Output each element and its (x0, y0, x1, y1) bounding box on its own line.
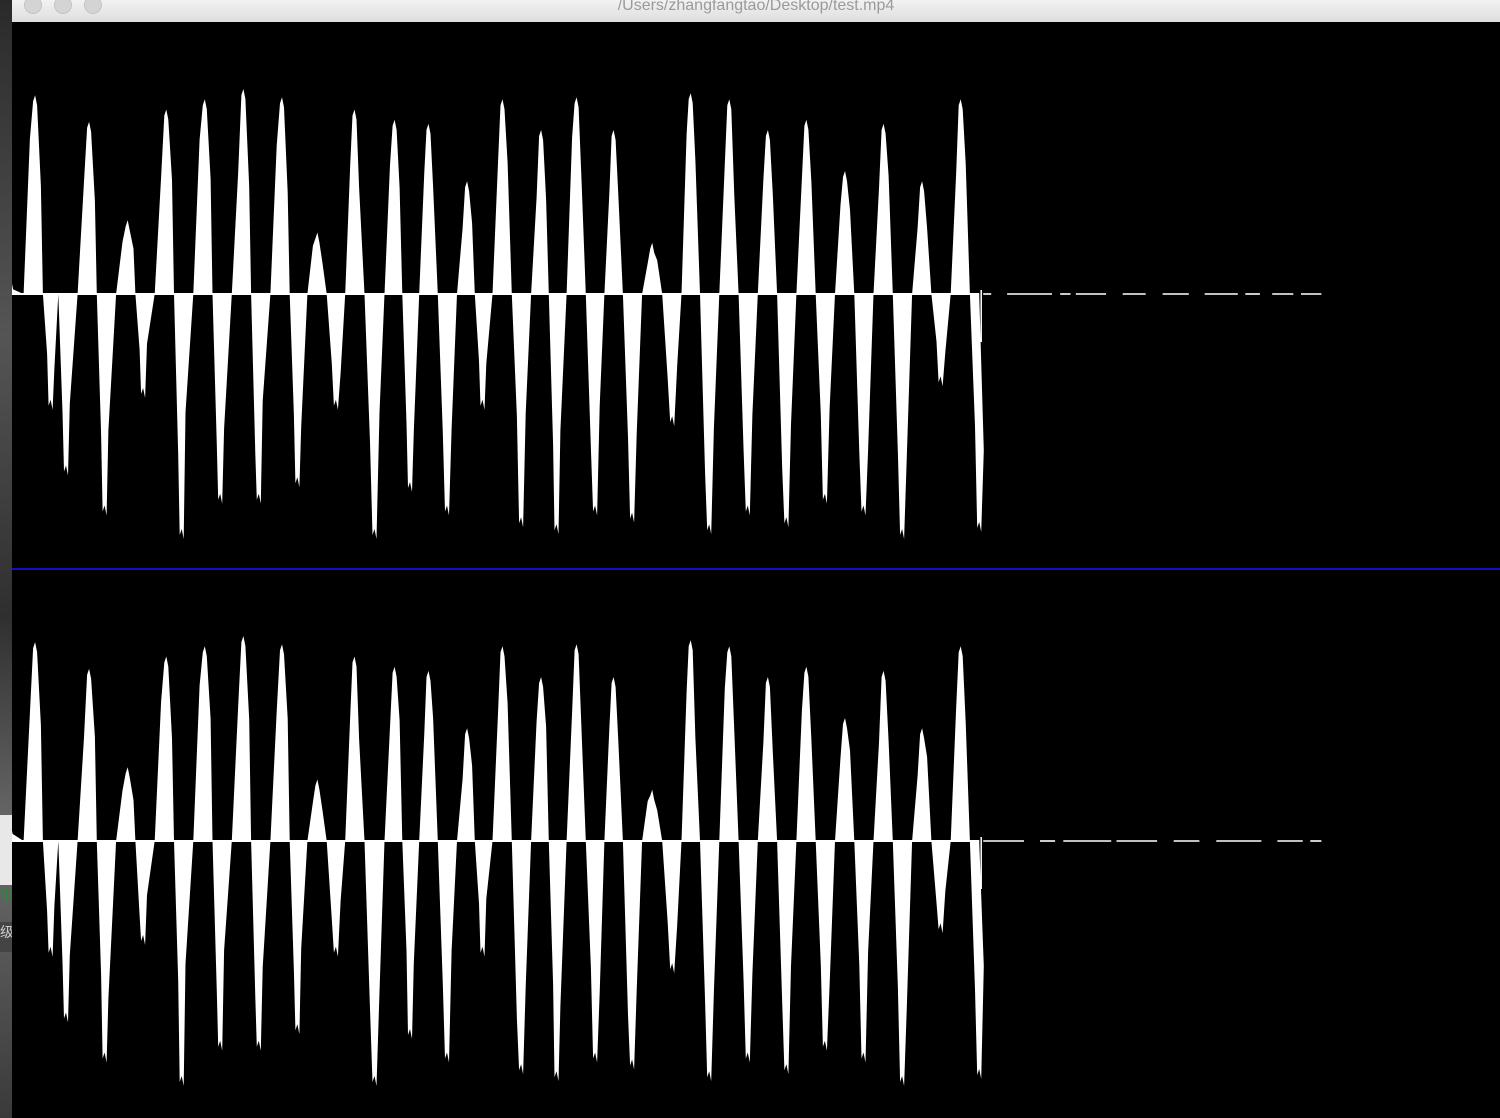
player-window: /Users/zhangfangtao/Desktop/test.mp4 (12, 0, 1500, 1118)
close-window-button[interactable] (24, 0, 42, 14)
waveform-channel-2 (12, 636, 1322, 1086)
window-title: /Users/zhangfangtao/Desktop/test.mp4 (617, 0, 895, 14)
background-window-text: tp (0, 885, 12, 902)
waveform-shape (12, 89, 984, 539)
window-titlebar[interactable]: /Users/zhangfangtao/Desktop/test.mp4 (12, 0, 1500, 23)
zoom-window-button[interactable] (84, 0, 102, 14)
audio-waveform-view[interactable] (12, 22, 1500, 1118)
background-window-edge (0, 815, 12, 885)
background-window-text-2: 级 (0, 922, 12, 952)
waveform-channel-1 (12, 89, 1322, 539)
waveform-shape (12, 636, 984, 1086)
desktop-background: tp 级 (0, 0, 12, 1118)
minimize-window-button[interactable] (54, 0, 72, 14)
